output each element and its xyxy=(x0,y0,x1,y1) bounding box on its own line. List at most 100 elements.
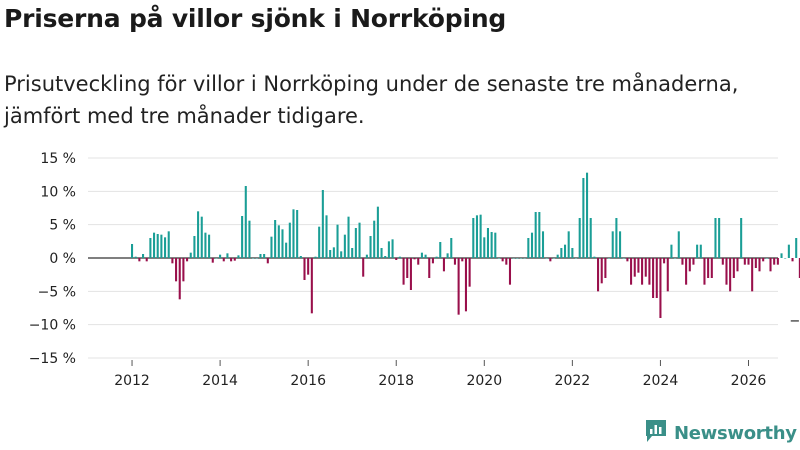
bar xyxy=(641,258,644,285)
bar xyxy=(663,258,666,264)
bar xyxy=(508,258,512,285)
bar xyxy=(600,258,603,284)
bar xyxy=(343,234,346,258)
bar xyxy=(472,218,475,258)
bar xyxy=(541,231,545,258)
bar xyxy=(582,178,585,258)
bar-series xyxy=(131,172,800,318)
bar xyxy=(501,258,504,262)
bar xyxy=(505,258,508,265)
x-tick-label: 2012 xyxy=(114,373,150,389)
bar xyxy=(211,258,214,263)
bar xyxy=(490,232,493,258)
bar xyxy=(145,258,148,262)
bar xyxy=(575,258,578,259)
x-tick-label: 2016 xyxy=(290,373,326,389)
bar xyxy=(336,224,339,258)
bar xyxy=(435,256,438,258)
bar xyxy=(387,241,390,258)
bar xyxy=(549,258,552,262)
bar xyxy=(556,254,559,258)
bar xyxy=(530,232,534,258)
bar xyxy=(754,258,757,268)
bar xyxy=(762,258,765,262)
newsworthy-logo: Newsworthy xyxy=(644,418,797,448)
bar xyxy=(417,258,420,265)
bar xyxy=(453,258,456,265)
bar xyxy=(703,258,706,285)
bar xyxy=(604,258,607,278)
bar xyxy=(314,256,317,258)
bar xyxy=(655,258,658,298)
bar xyxy=(736,258,739,272)
bar xyxy=(497,258,501,259)
bar xyxy=(347,216,350,258)
bar xyxy=(244,186,247,258)
bar xyxy=(494,232,497,258)
bar xyxy=(186,258,189,262)
bar xyxy=(420,252,423,258)
bar xyxy=(329,250,332,258)
bar xyxy=(707,258,710,278)
y-axis: −15 % −10 % −5 % 0 % 5 % 10 % 15 % xyxy=(29,151,76,367)
bar xyxy=(149,238,152,258)
grid-lines xyxy=(88,157,778,359)
bar xyxy=(285,242,288,258)
bar xyxy=(545,258,548,259)
last-value-label: −6 % xyxy=(789,314,800,329)
bar xyxy=(630,258,633,285)
bar xyxy=(325,215,328,258)
bar xyxy=(486,228,489,258)
bar xyxy=(384,256,387,258)
bar xyxy=(142,254,145,258)
chart-title: Priserna på villor sjönk i Norrköping xyxy=(4,4,507,33)
bar xyxy=(277,225,280,258)
bar xyxy=(365,254,368,258)
bar xyxy=(281,229,284,258)
bar xyxy=(391,239,394,258)
bar xyxy=(237,255,240,258)
bar xyxy=(358,222,361,258)
bar xyxy=(226,253,229,258)
bar xyxy=(138,258,141,262)
bar xyxy=(586,172,589,258)
bar xyxy=(534,212,537,258)
x-tick-label: 2020 xyxy=(466,373,502,389)
bar xyxy=(182,258,185,282)
bar xyxy=(178,258,181,300)
bar xyxy=(523,258,526,259)
bar xyxy=(659,258,662,318)
bar xyxy=(164,237,167,258)
bar xyxy=(714,218,717,258)
y-tick-label: 0 % xyxy=(49,251,76,267)
bar xyxy=(413,258,416,260)
x-tick-label: 2026 xyxy=(731,373,767,389)
bar xyxy=(787,244,790,258)
newsworthy-logo-icon xyxy=(644,418,668,448)
bar xyxy=(160,234,163,258)
bar xyxy=(758,258,761,272)
bar xyxy=(369,236,372,258)
bar xyxy=(233,258,236,261)
bar xyxy=(310,258,313,314)
bar xyxy=(219,254,222,258)
y-tick-label: −5 % xyxy=(38,284,76,300)
bar xyxy=(351,248,354,258)
bar xyxy=(597,258,600,292)
bar xyxy=(615,218,618,258)
bar xyxy=(798,258,800,278)
bar xyxy=(376,206,379,258)
bar xyxy=(461,258,464,262)
bar xyxy=(193,236,196,258)
bar xyxy=(721,258,724,265)
bar xyxy=(670,244,673,258)
bar xyxy=(589,218,592,258)
bar xyxy=(318,226,321,258)
y-tick-label: 10 % xyxy=(40,184,76,200)
bar xyxy=(751,258,754,292)
x-tick-label: 2024 xyxy=(643,373,679,389)
bar xyxy=(446,253,449,258)
bar xyxy=(252,258,255,259)
bar xyxy=(398,256,401,258)
